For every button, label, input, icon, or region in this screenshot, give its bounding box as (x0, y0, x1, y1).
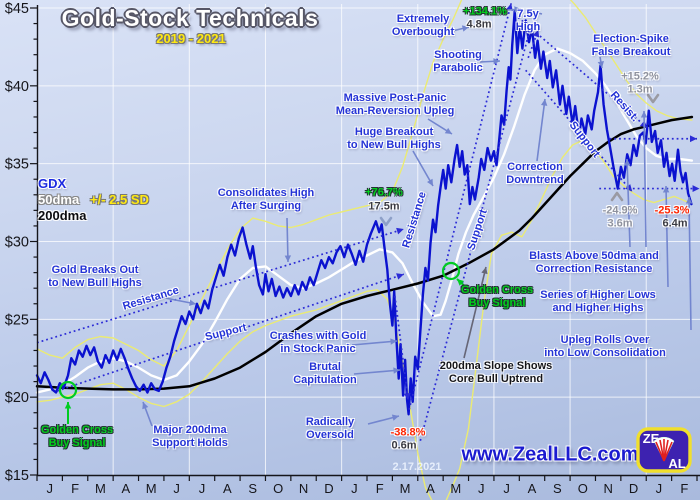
legend-200dma: 200dma (38, 208, 87, 223)
month-label: S (248, 481, 257, 496)
trendline (525, 69, 633, 193)
legend-50dma: 50dma (38, 192, 80, 207)
annotation-arrowhead (64, 402, 72, 409)
price-label: $20 (5, 390, 29, 406)
chevron-marker (379, 216, 393, 227)
annotation-arrowhead (142, 402, 149, 410)
chart-date: 2.17.2021 (392, 461, 442, 473)
annotation-arrowhead (393, 367, 400, 374)
trendline-arrowhead (690, 135, 698, 143)
legend-gdx: GDX (38, 176, 67, 191)
chevron-marker (646, 93, 660, 104)
annotation-arrowhead (662, 186, 670, 193)
month-label: D (629, 481, 638, 496)
annotation-arrowhead (284, 255, 292, 262)
logo-shell-icon (653, 437, 675, 462)
annotation-arrowhead (391, 414, 399, 421)
month-label: J (351, 481, 358, 496)
annotation-arrowhead (514, 6, 521, 13)
month-label: M (450, 481, 461, 496)
trendline (36, 228, 405, 344)
zeal-logo: ZE AL (636, 427, 692, 473)
annotation-arrowhead (624, 159, 631, 166)
annotation-arrowhead (597, 61, 604, 68)
annotation-arrowhead (457, 279, 464, 286)
month-label: F (71, 481, 79, 496)
trendline-arrowhead (692, 185, 700, 192)
chart-title: Gold-Stock Technicals (61, 5, 319, 31)
month-label: J (46, 481, 53, 496)
trendline (394, 295, 409, 401)
price-label: $40 (5, 79, 29, 95)
month-label: N (299, 481, 308, 496)
month-label: M (400, 481, 411, 496)
month-label: J (199, 481, 206, 496)
annotation-arrowhead (526, 8, 534, 15)
annotation-arrow (688, 196, 692, 331)
annotation-arrow (665, 185, 669, 288)
month-label: N (603, 481, 612, 496)
trendline (57, 273, 405, 392)
annotation-arrowhead (444, 127, 452, 134)
golden-cross-circle (58, 380, 78, 400)
annotation-arrow (351, 340, 398, 346)
zeal-watermark: www.ZealLLC.com (461, 443, 639, 466)
month-label: J (478, 481, 485, 496)
month-label: M (146, 481, 157, 496)
logo-letters-bottom: AL (668, 456, 685, 471)
price-label: $15 (5, 468, 29, 484)
annotation-arrow (463, 266, 487, 359)
chevron-marker (610, 191, 624, 202)
price-label: $30 (5, 234, 29, 250)
annotation-arrowhead (461, 25, 469, 32)
trendline-arrowhead (396, 273, 404, 280)
annotation-arrow (286, 217, 289, 263)
annotation-arrowhead (685, 197, 693, 204)
legend-sd-bands: +/- 2.5 SD (90, 192, 149, 207)
price-label: $45 (5, 1, 29, 17)
annotation-arrow (353, 369, 401, 375)
trendline (419, 31, 531, 441)
200dma-line (35, 115, 694, 391)
annotation-arrowhead (426, 178, 433, 186)
month-label: A (122, 481, 131, 496)
price-label: $35 (5, 157, 29, 173)
month-label: A (528, 481, 537, 496)
annotation-arrowhead (640, 111, 648, 118)
gdx-line (35, 9, 693, 416)
price-label: $25 (5, 312, 29, 328)
annotation-arrowhead (189, 299, 196, 306)
month-label: J (173, 481, 180, 496)
annotation-arrow (643, 110, 647, 248)
trendline (408, 3, 513, 410)
month-label: F (680, 481, 688, 496)
annotation-arrow (536, 98, 546, 162)
annotation-arrowhead (390, 338, 397, 345)
chart-subtitle: 2019 - 2021 (156, 31, 226, 46)
trendline-arrowhead (396, 227, 404, 235)
trendline-arrowhead (403, 392, 411, 401)
annotation-arrow (626, 158, 631, 248)
month-label: O (578, 481, 588, 496)
month-label: S (553, 481, 562, 496)
annotation-arrow (412, 150, 434, 187)
month-label: A (426, 481, 435, 496)
trendline (517, 16, 649, 129)
annotation-arrowhead (493, 58, 500, 65)
month-label: F (376, 481, 384, 496)
month-label: J (503, 481, 510, 496)
month-label: A (223, 481, 232, 496)
annotation-arrowhead (481, 267, 488, 275)
month-label: M (95, 481, 106, 496)
month-label: J (656, 481, 663, 496)
month-label: D (324, 481, 333, 496)
50dma-line (35, 47, 694, 394)
month-label: O (273, 481, 283, 496)
annotation-arrowhead (540, 99, 548, 106)
golden-cross-circle (441, 261, 461, 281)
upper-2-5-sd-band-line (36, 0, 693, 367)
